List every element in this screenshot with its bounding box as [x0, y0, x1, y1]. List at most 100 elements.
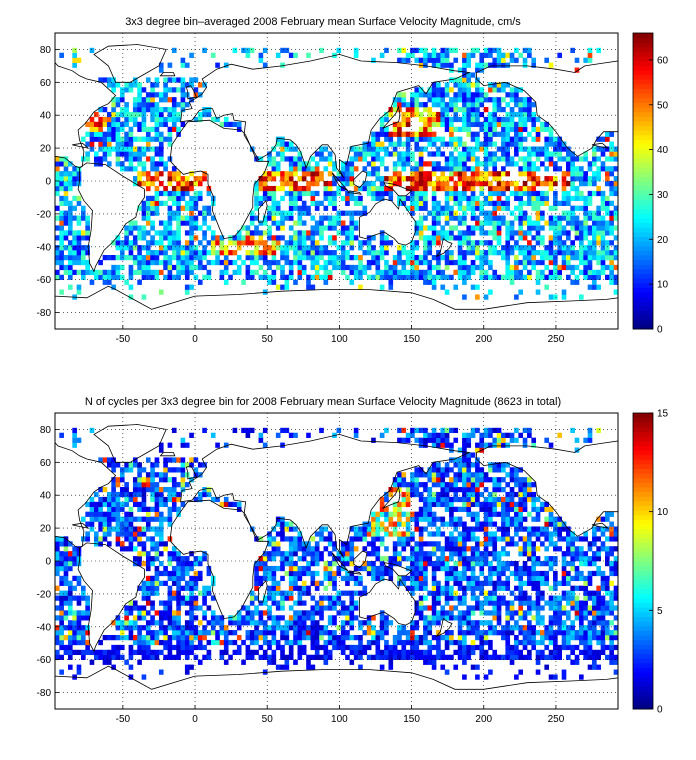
bin-cell: [388, 151, 394, 157]
bin-cell: [223, 625, 229, 631]
bin-cell: [332, 195, 337, 202]
bin-cell: [596, 250, 601, 256]
bin-cell: [596, 166, 601, 172]
bin-cell: [59, 600, 64, 606]
bin-cell: [180, 176, 186, 182]
bin-cell: [479, 141, 485, 147]
bin-cell: [137, 482, 142, 488]
bin-cell: [414, 161, 420, 167]
bin-cell: [145, 250, 151, 256]
bin-cell: [319, 580, 324, 586]
bin-cell: [609, 225, 614, 231]
bin-cell: [184, 585, 190, 591]
bin-cell: [137, 610, 142, 616]
bin-cell: [137, 87, 142, 93]
bin-cell: [132, 102, 138, 108]
bin-cell: [427, 245, 433, 251]
bin-cell: [145, 141, 151, 147]
bin-cell: [522, 116, 528, 123]
bin-cell: [379, 255, 385, 261]
bin-cell: [180, 245, 186, 251]
bin-cell: [284, 171, 290, 177]
bin-cell: [63, 570, 69, 577]
bin-cell: [67, 635, 73, 641]
bin-cell: [59, 245, 64, 251]
bin-cell: [384, 531, 389, 537]
bin-cell: [371, 235, 376, 241]
bin-cell: [128, 491, 134, 498]
bin-cell: [535, 146, 541, 152]
bin-cell: [150, 536, 155, 542]
bin-cell: [410, 511, 415, 517]
bin-cell: [436, 501, 441, 508]
bin-cell: [319, 255, 324, 261]
bin-cell: [232, 501, 238, 508]
bin-cell: [440, 516, 446, 522]
bin-cell: [310, 176, 316, 182]
bin-cell: [323, 205, 329, 211]
bin-cell: [388, 131, 394, 137]
bin-cell: [366, 259, 372, 266]
bin-cell: [167, 561, 173, 567]
bin-cell: [80, 649, 86, 656]
bin-cell: [605, 146, 610, 152]
bin-cell: [405, 255, 411, 261]
bin-cell: [137, 111, 142, 118]
bin-cell: [397, 245, 402, 251]
bin-cell: [280, 151, 285, 157]
bin-cell: [457, 620, 463, 626]
bin-cell: [375, 141, 381, 147]
bin-cell: [505, 156, 511, 162]
coastline: [77, 162, 145, 273]
bin-cell: [579, 235, 584, 241]
bin-cell: [197, 116, 203, 123]
bin-cell: [492, 151, 498, 157]
bin-cell: [397, 511, 402, 517]
bin-cell: [457, 639, 463, 646]
bin-cell: [371, 131, 376, 137]
bin-cell: [262, 427, 268, 434]
bin-cell: [436, 491, 441, 498]
bin-cell: [141, 506, 147, 512]
bin-cell: [492, 116, 498, 123]
bin-cell: [63, 185, 69, 192]
bin-cell: [280, 521, 285, 527]
bin-cell: [332, 635, 337, 641]
bin-cell: [427, 491, 433, 498]
bin-cell: [297, 245, 303, 251]
bin-cell: [349, 220, 355, 226]
bin-cell: [557, 156, 562, 162]
bin-cell: [444, 491, 450, 498]
bin-cell: [59, 590, 64, 596]
bin-cell: [262, 274, 268, 280]
bin-cell: [145, 107, 151, 113]
bin-cell: [323, 274, 329, 280]
bin-cell: [440, 141, 446, 147]
bin-cell: [553, 259, 558, 266]
bin-cell: [423, 47, 428, 54]
bin-cell: [388, 274, 394, 280]
bin-cell: [280, 615, 285, 621]
bin-cell: [340, 590, 346, 596]
bin-cell: [102, 146, 108, 152]
bin-cell: [401, 427, 407, 434]
bin-cell: [440, 284, 446, 290]
bin-cell: [401, 580, 407, 586]
bin-cell: [340, 600, 346, 606]
bin-cell: [128, 126, 134, 132]
bin-cell: [171, 245, 177, 251]
bin-cell: [375, 511, 381, 517]
bin-cell: [518, 131, 524, 137]
bin-cell: [483, 200, 489, 206]
bin-cell: [249, 235, 255, 241]
bin-cell: [444, 185, 450, 192]
coastline: [347, 190, 362, 195]
bin-cell: [470, 92, 476, 98]
bin-cell: [436, 437, 441, 443]
bin-cell: [314, 649, 320, 656]
bin-cell: [462, 561, 467, 567]
bin-cell: [449, 62, 454, 68]
bin-cell: [436, 200, 441, 206]
bin-cell: [241, 639, 246, 646]
bin-cell: [592, 240, 597, 246]
